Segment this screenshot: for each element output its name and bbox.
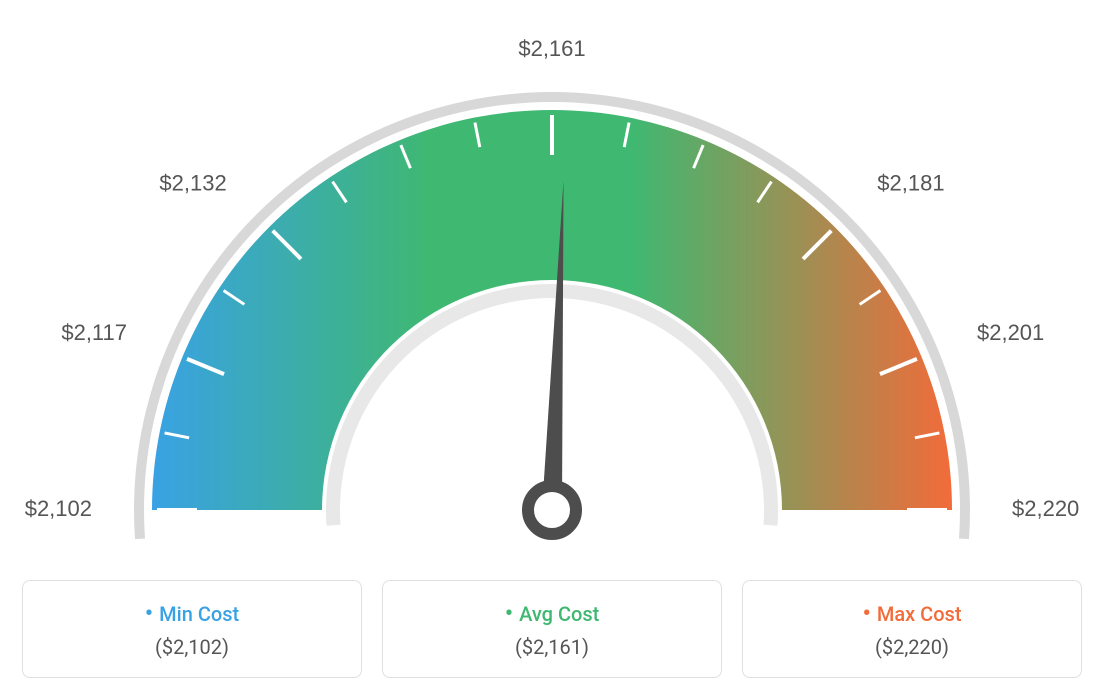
svg-text:$2,102: $2,102	[25, 496, 92, 521]
legend-min-value: ($2,102)	[155, 635, 229, 659]
legend-avg-value: ($2,161)	[515, 635, 589, 659]
svg-text:$2,201: $2,201	[977, 320, 1044, 345]
svg-text:$2,181: $2,181	[877, 171, 944, 196]
svg-text:$2,132: $2,132	[159, 171, 226, 196]
gauge-chart: $2,102 $2,117 $2,132 $2,161 $2,181 $2,201 $2,2…	[22, 20, 1082, 560]
svg-text:$2,220: $2,220	[1012, 496, 1079, 521]
svg-text:$2,117: $2,117	[61, 320, 127, 345]
legend-min: Min Cost ($2,102)	[22, 580, 362, 678]
legend-avg: Avg Cost ($2,161)	[382, 580, 722, 678]
legend-max: Max Cost ($2,220)	[742, 580, 1082, 678]
legend: Min Cost ($2,102) Avg Cost ($2,161) Max …	[22, 580, 1082, 678]
legend-max-label: Max Cost	[862, 599, 961, 627]
legend-avg-label: Avg Cost	[505, 599, 600, 627]
legend-max-value: ($2,220)	[875, 635, 949, 659]
svg-text:$2,161: $2,161	[518, 36, 585, 61]
legend-min-label: Min Cost	[145, 599, 239, 627]
